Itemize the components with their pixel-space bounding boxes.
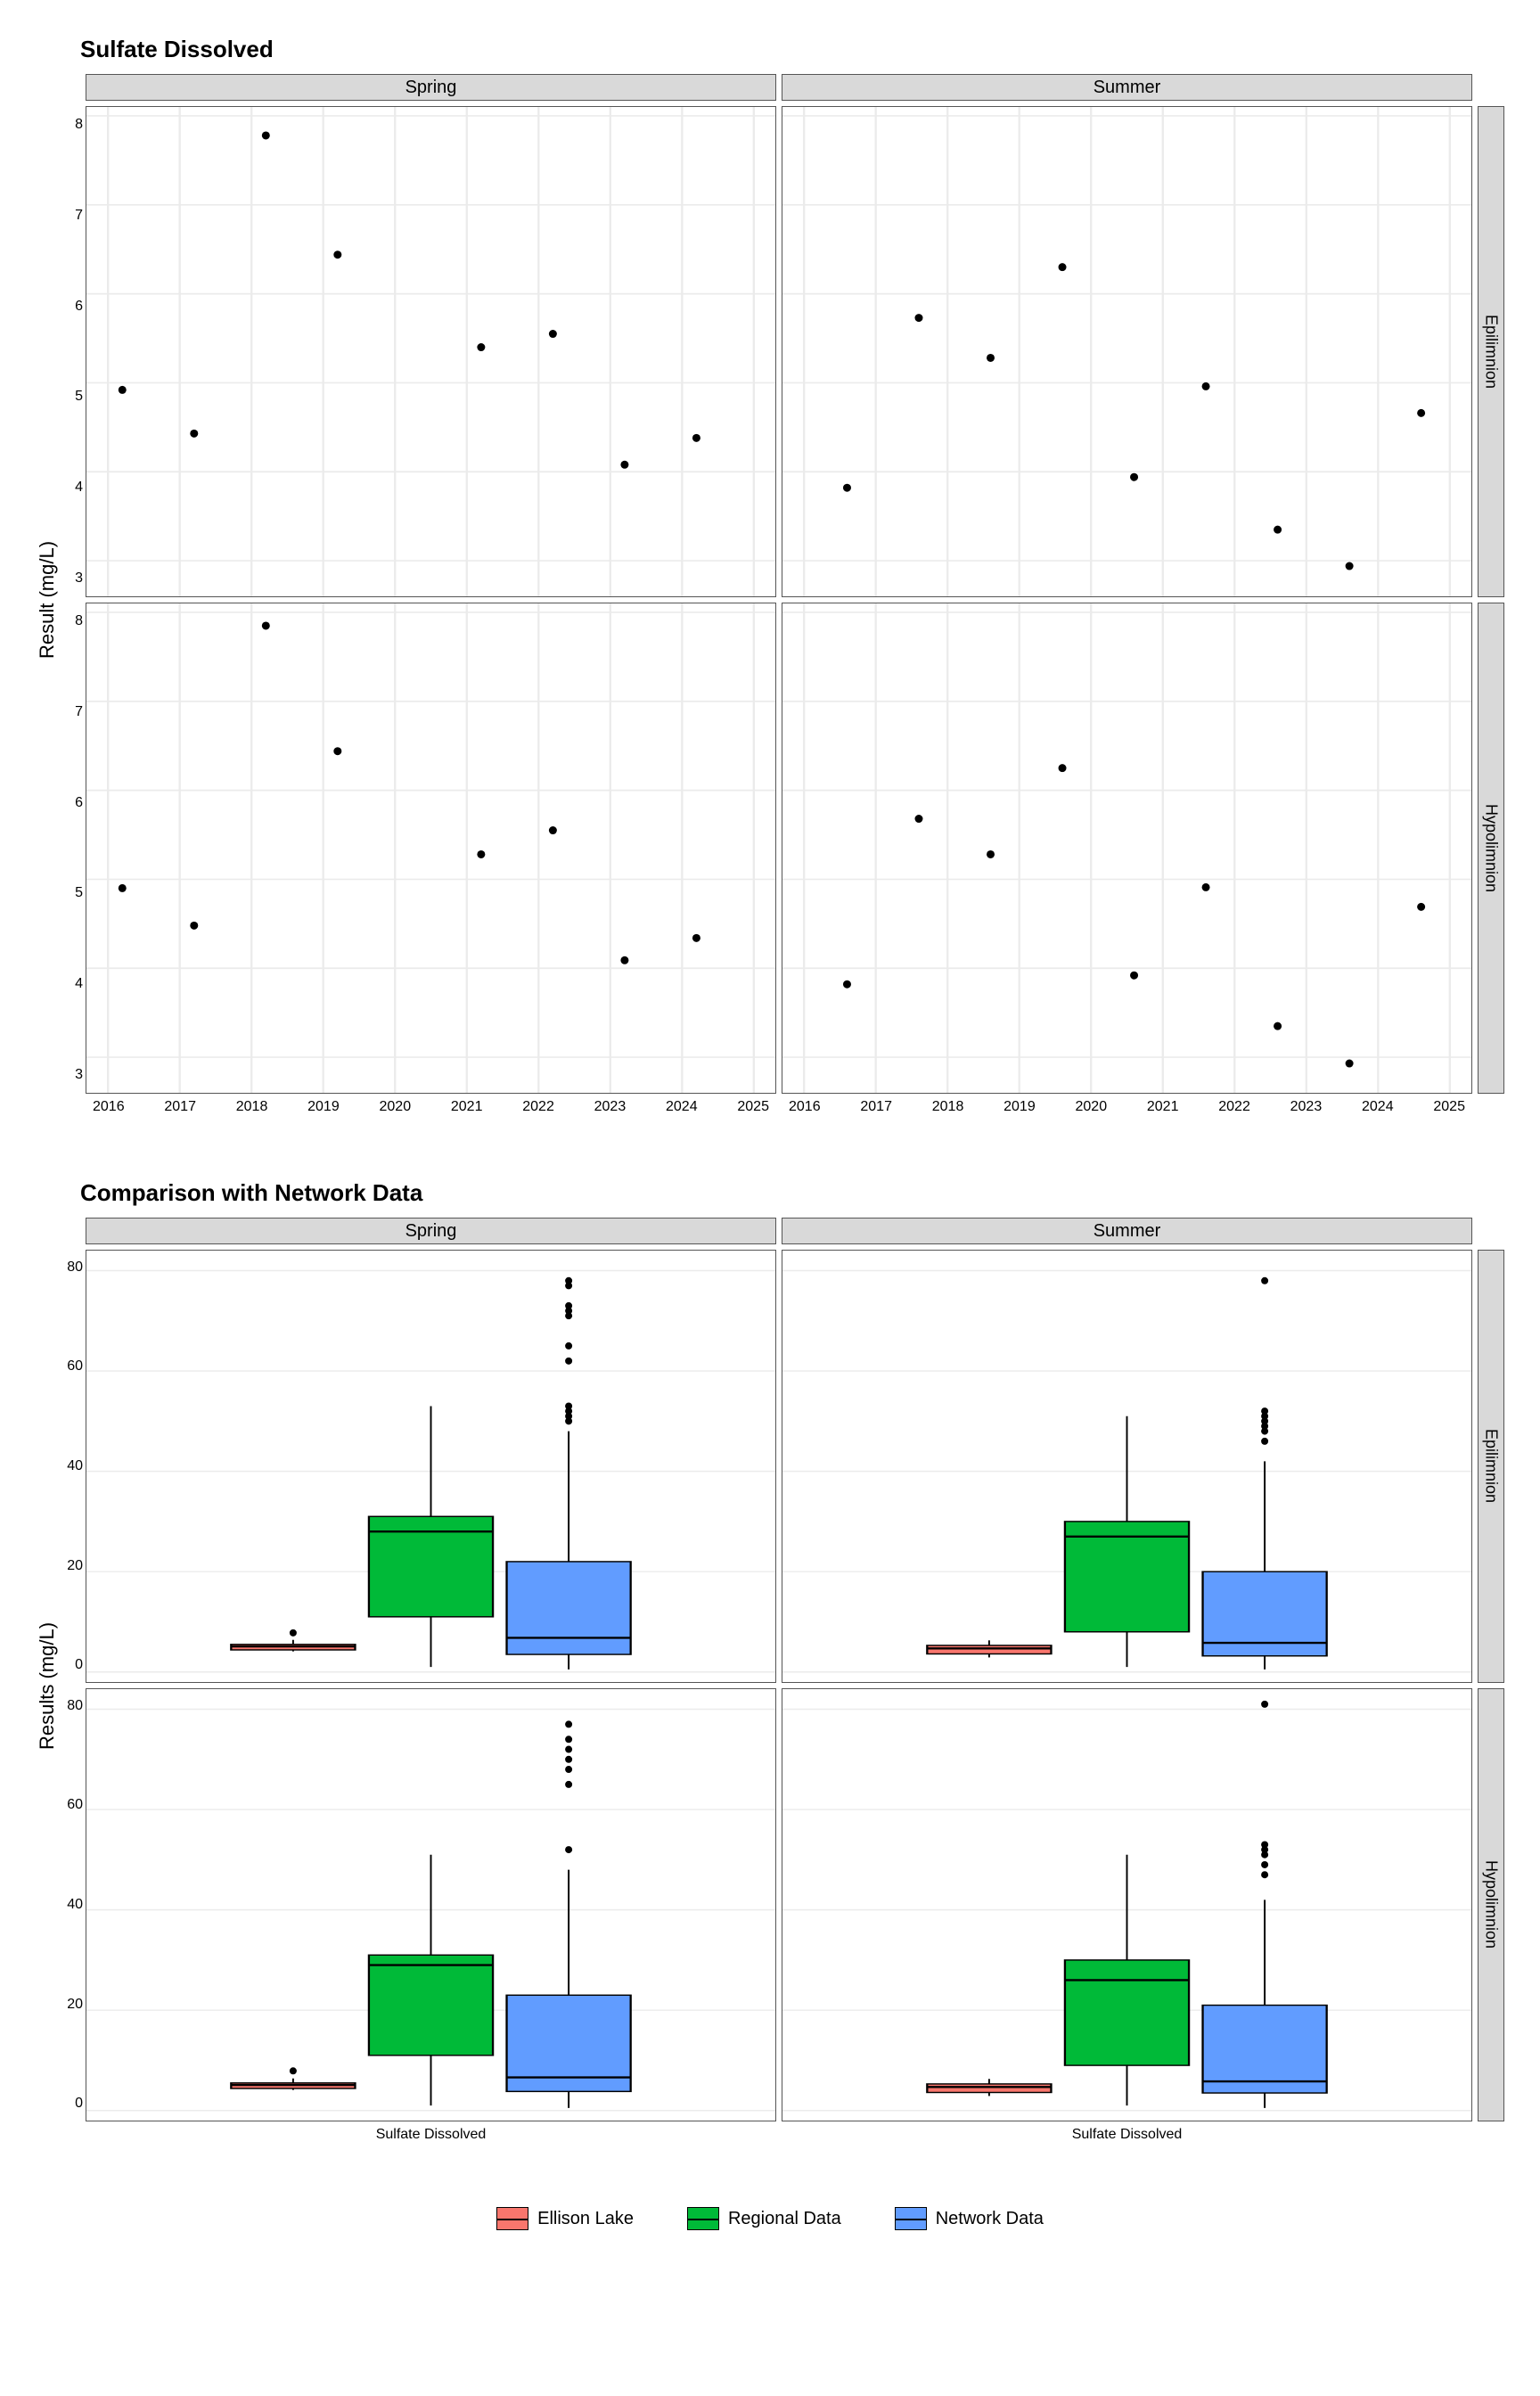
scatter-chart-block: Sulfate Dissolved Result (mg/L) Spring S… xyxy=(36,36,1504,1126)
box-title: Comparison with Network Data xyxy=(80,1179,1504,1207)
scatter-xaxis-row: 2016201720182019202020212022202320242025… xyxy=(86,1099,1472,1126)
box-panel-summer-hypo xyxy=(782,1688,1472,2121)
legend-label: Network Data xyxy=(936,2209,1044,2229)
box-chart-block: Comparison with Network Data Results (mg… xyxy=(36,1179,1504,2154)
legend-label: Regional Data xyxy=(728,2209,841,2229)
box-xaxis-spring: Sulfate Dissolved xyxy=(86,2127,776,2154)
legend-item: Network Data xyxy=(895,2207,1044,2230)
box-panel-summer-epi xyxy=(782,1250,1472,1683)
box-panel-spring-epi: 806040200 xyxy=(86,1250,776,1683)
box-xaxis-summer: Sulfate Dissolved xyxy=(782,2127,1472,2154)
panel-spring-hypo: 876543 xyxy=(86,603,776,1094)
col-strip-spring: Spring xyxy=(86,74,776,101)
panel-spring-epi: 876543 xyxy=(86,106,776,597)
box-xaxis-row: Sulfate Dissolved Sulfate Dissolved xyxy=(86,2127,1472,2154)
legend-item: Regional Data xyxy=(687,2207,841,2230)
box-col-strip-spring: Spring xyxy=(86,1218,776,1244)
scatter-xaxis-summer: 2016201720182019202020212022202320242025 xyxy=(782,1099,1472,1126)
legend-item: Ellison Lake xyxy=(496,2207,634,2230)
legend-label: Ellison Lake xyxy=(537,2209,634,2229)
scatter-title: Sulfate Dissolved xyxy=(80,36,1504,63)
legend-key xyxy=(496,2207,528,2230)
legend-key xyxy=(895,2207,927,2230)
row-strip-epi: Epilimnion xyxy=(1478,106,1504,597)
scatter-facet-grid: Result (mg/L) Spring Summer Epilimnion H… xyxy=(36,74,1504,1126)
panel-summer-hypo xyxy=(782,603,1472,1094)
box-facet-grid: Results (mg/L) Spring Summer Epilimnion … xyxy=(36,1218,1504,2154)
scatter-xaxis-spring: 2016201720182019202020212022202320242025 xyxy=(86,1099,776,1126)
legend-key xyxy=(687,2207,719,2230)
panel-summer-epi xyxy=(782,106,1472,597)
box-row-strip-epi: Epilimnion xyxy=(1478,1250,1504,1683)
box-row-strip-hypo: Hypolimnion xyxy=(1478,1688,1504,2121)
box-panel-spring-hypo: 806040200 xyxy=(86,1688,776,2121)
col-strip-summer: Summer xyxy=(782,74,1472,101)
legend: Ellison Lake Regional Data Network Data xyxy=(36,2207,1504,2230)
box-col-strip-summer: Summer xyxy=(782,1218,1472,1244)
row-strip-hypo: Hypolimnion xyxy=(1478,603,1504,1094)
